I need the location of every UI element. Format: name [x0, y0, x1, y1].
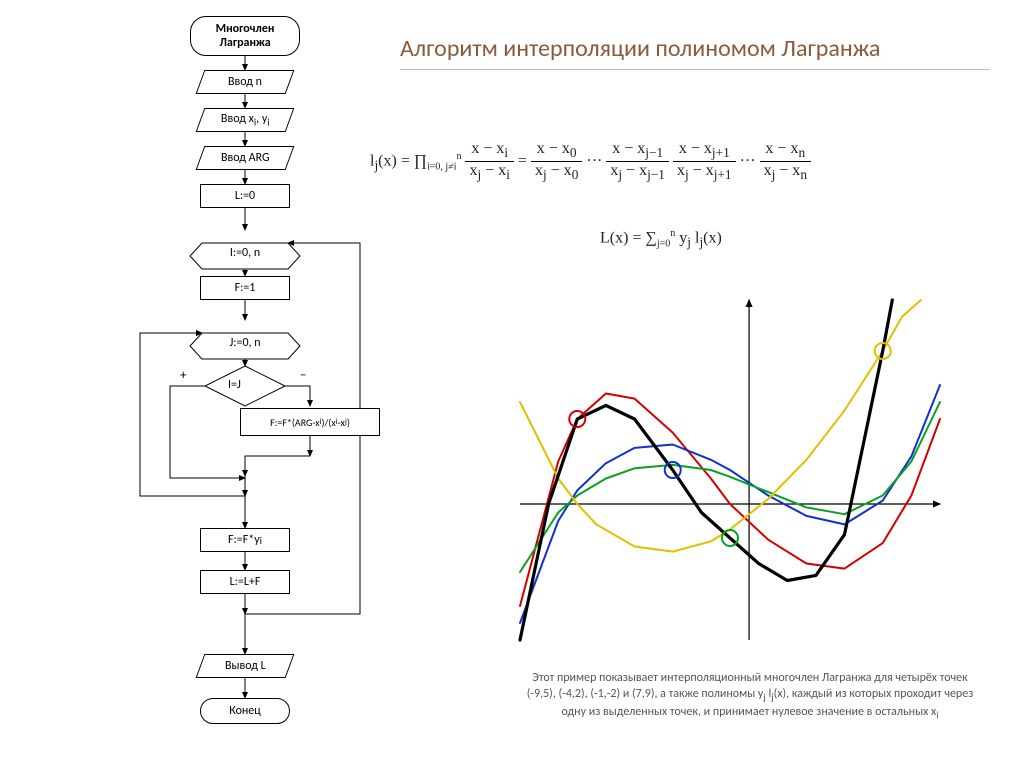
page-title: Алгоритм интерполяции полиномом Лагранжа [400, 34, 990, 70]
formula-basis: lj(x) = ∏i=0, j≠in x − xixj − xi = x − x… [370, 140, 811, 183]
node-end: Конец [200, 698, 290, 724]
node-loop-i: I:=0, n [202, 246, 288, 260]
node-lf: L:=L+F [200, 570, 290, 594]
node-fmul: F:=F*(ARG-xi)/(xi-xj) [240, 408, 380, 436]
node-f1: F:=1 [200, 276, 290, 300]
formula-sum: L(x) = ∑j=0n yj lj(x) [600, 228, 722, 251]
node-input-n: Ввод n [196, 70, 295, 94]
label-plus: + [180, 368, 186, 383]
node-output: Вывод L [196, 654, 295, 678]
node-start: МногочленЛагранжа [190, 16, 300, 56]
node-l0: L:=0 [200, 184, 290, 208]
node-input-xy: Ввод xi, yi [196, 108, 295, 132]
node-input-arg: Ввод ARG [196, 146, 295, 170]
chart-svg [510, 290, 950, 650]
node-decision: I=J [228, 378, 241, 392]
label-minus: − [300, 368, 306, 383]
lagrange-chart [510, 290, 950, 650]
node-fy: F:=F*yi [200, 528, 290, 552]
flowchart: МногочленЛагранжа Ввод n Ввод xi, yi Вво… [110, 8, 370, 758]
chart-caption: Этот пример показывает интерполяционный … [520, 670, 980, 722]
node-loop-j: J:=0, n [202, 336, 288, 350]
